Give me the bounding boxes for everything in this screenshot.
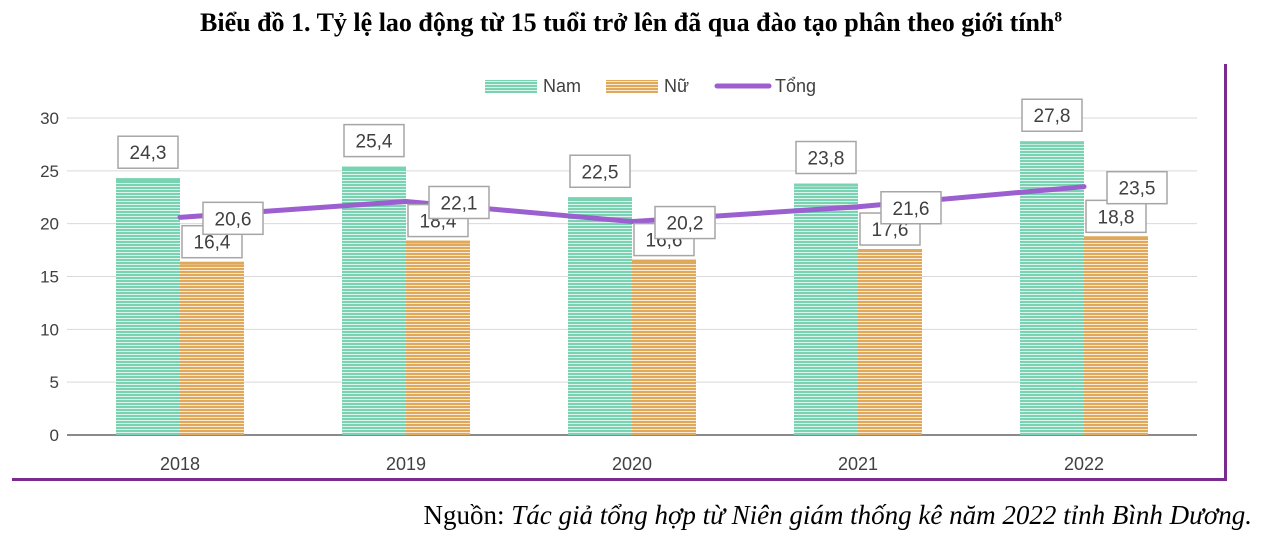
bar-nu-top — [180, 261, 244, 265]
data-label: 17,6 — [872, 220, 909, 241]
legend-label-tong: Tổng — [775, 76, 816, 96]
x-tick-label: 2019 — [386, 454, 426, 474]
title-footnote: 8 — [1054, 9, 1062, 26]
y-tick-label: 25 — [40, 162, 59, 181]
data-label: 23,8 — [808, 149, 845, 170]
data-label: 24,3 — [130, 143, 167, 164]
bar-nu — [406, 240, 470, 435]
data-label: 20,2 — [667, 214, 704, 235]
chart-frame: 0 5 10 15 20 25 30 24,3 16,4 25,4 18,4 22,5 16,6 23,… — [12, 64, 1227, 481]
x-tick-label: 2021 — [838, 454, 878, 474]
x-tick-label: 2020 — [612, 454, 652, 474]
bar-nam-top — [116, 178, 180, 182]
y-tick-label: 5 — [50, 373, 59, 392]
bar-nam-top — [342, 166, 406, 170]
legend-swatch-nu — [606, 80, 658, 93]
bar-nam-top — [568, 197, 632, 201]
bar-nam — [568, 197, 632, 435]
data-label-box — [117, 135, 179, 169]
data-label: 21,6 — [893, 199, 930, 220]
bar-nam — [794, 183, 858, 435]
data-label: 22,1 — [441, 193, 478, 214]
data-label: 25,4 — [356, 132, 393, 153]
bar-nu-top — [1084, 236, 1148, 240]
data-label-box — [1106, 170, 1168, 205]
data-label-box — [428, 185, 490, 220]
bar-nam — [116, 178, 180, 435]
bar-nam-top — [794, 183, 858, 187]
bar-nu-top — [406, 240, 470, 244]
bars — [116, 141, 1148, 435]
legend-label-nam: Nam — [543, 76, 581, 96]
source-note: Nguồn: Tác giả tổng hợp từ Niên giám thố… — [424, 500, 1252, 531]
y-tick-label: 15 — [40, 268, 59, 287]
legend: Nam Nữ Tổng — [485, 76, 816, 96]
data-label-box — [1021, 98, 1083, 132]
data-label: 20,6 — [215, 209, 252, 230]
bar-nu — [858, 249, 922, 435]
source-label: Nguồn: — [423, 500, 505, 530]
source-text: Tác giả tổng hợp từ Niên giám thống kê n… — [511, 500, 1252, 530]
data-label-box — [1085, 199, 1147, 234]
bar-nu-top — [858, 249, 922, 253]
bar-nu — [1084, 236, 1148, 435]
data-label: 27,8 — [1034, 106, 1071, 127]
y-tick-label: 30 — [40, 109, 59, 128]
y-tick-label: 20 — [40, 215, 59, 234]
data-label-box — [654, 205, 716, 240]
data-label: 23,5 — [1119, 179, 1156, 200]
bar-nu — [632, 259, 696, 435]
x-axis: 2018 2019 2020 2021 2022 — [160, 454, 1104, 474]
legend-swatch-nam — [485, 80, 537, 93]
chart-title: Biểu đồ 1. Tỷ lệ lao động từ 15 tuổi trở… — [200, 8, 1062, 37]
data-label-box — [202, 201, 264, 236]
legend-label-nu: Nữ — [664, 76, 689, 96]
y-tick-label: 10 — [40, 320, 59, 339]
data-label: 22,5 — [582, 162, 619, 183]
bar-nam — [342, 166, 406, 435]
bar-nu — [180, 261, 244, 435]
bar-nu-top — [632, 259, 696, 263]
data-label-box — [343, 123, 405, 158]
data-labels: 24,316,425,418,422,516,623,817,627,818,8… — [117, 98, 1168, 259]
data-label: 18,8 — [1098, 207, 1135, 228]
y-tick-label: 0 — [50, 426, 59, 445]
data-label: 16,4 — [194, 233, 231, 254]
data-label-box — [569, 154, 631, 188]
y-axis: 0 5 10 15 20 25 30 — [40, 109, 59, 445]
data-label-box — [795, 140, 857, 175]
x-tick-label: 2018 — [160, 454, 200, 474]
data-label-box — [880, 191, 942, 225]
x-tick-label: 2022 — [1064, 454, 1104, 474]
bar-nam-top — [1020, 141, 1084, 145]
